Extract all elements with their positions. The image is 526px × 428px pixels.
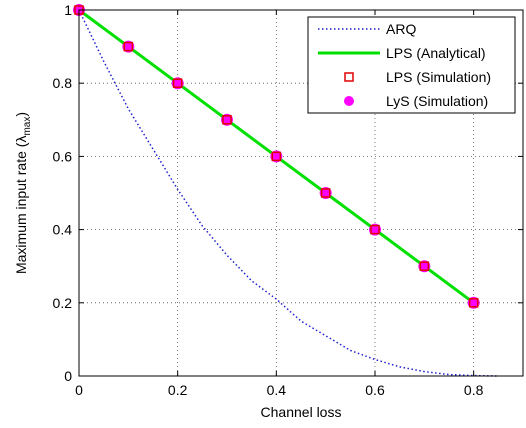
y-tick-label: 0 (64, 368, 72, 384)
lps-simulation-point (419, 261, 430, 271)
lys-simulation-point (221, 113, 233, 126)
y-tick-label: 0.8 (53, 75, 73, 91)
lys-simulation-point (418, 260, 431, 273)
x-tick-label: 0.4 (267, 382, 287, 398)
lps-simulation-point (320, 188, 331, 198)
lys-simulation-point (122, 40, 135, 53)
legend: ARQ LPS (Analytical) LPS (Simulation) LyS (… (307, 16, 516, 114)
y-tick-label: 0.4 (53, 222, 73, 238)
y-axis-label: Maximum input rate (λmax) (13, 112, 33, 274)
y-tick-label: 1 (64, 2, 72, 18)
legend-label: LyS (Simulation) (386, 93, 488, 109)
lys-simulation-point (270, 150, 283, 163)
y-tick-label: 0.2 (53, 295, 73, 311)
legend-swatch-lys-simulation (344, 96, 354, 106)
lys-simulation-point (467, 296, 480, 309)
y-axis-label-main: Maximum input rate (λ (13, 136, 29, 274)
lps-simulation-point (468, 298, 479, 308)
arq-series-line (78, 9, 499, 377)
lys-simulation-point (171, 77, 184, 90)
x-tick-label: 0.2 (168, 382, 188, 398)
legend-swatch-lps-simulation (344, 72, 354, 82)
lps-simulation-point (123, 41, 134, 52)
y-axis-label-subscript: max (22, 117, 33, 136)
legend-box (307, 16, 516, 114)
lps-simulation-point (370, 224, 380, 235)
legend-label: LPS (Analytical) (386, 45, 486, 61)
lys-simulation-point (319, 187, 332, 199)
legend-label: LPS (Simulation) (386, 69, 491, 85)
plot-series (73, 4, 499, 377)
lps-simulation-point (222, 115, 232, 125)
y-axis-label-close: ) (13, 112, 29, 117)
lps-simulation-point (172, 78, 183, 88)
axis-ticks: 0 0.2 0.4 0.6 0.8 0 0.2 0.4 0.6 0.8 1 (53, 2, 523, 398)
x-tick-label: 0.6 (365, 382, 385, 398)
legend-label: ARQ (386, 21, 416, 37)
x-tick-label: 0.8 (464, 382, 484, 398)
lys-simulation-point (369, 223, 381, 236)
x-axis-label: Channel loss (261, 404, 342, 420)
plot-frame (78, 9, 524, 377)
lps-simulation-point (271, 151, 282, 162)
y-tick-label: 0.6 (53, 148, 73, 164)
x-tick-label: 0 (75, 382, 83, 398)
